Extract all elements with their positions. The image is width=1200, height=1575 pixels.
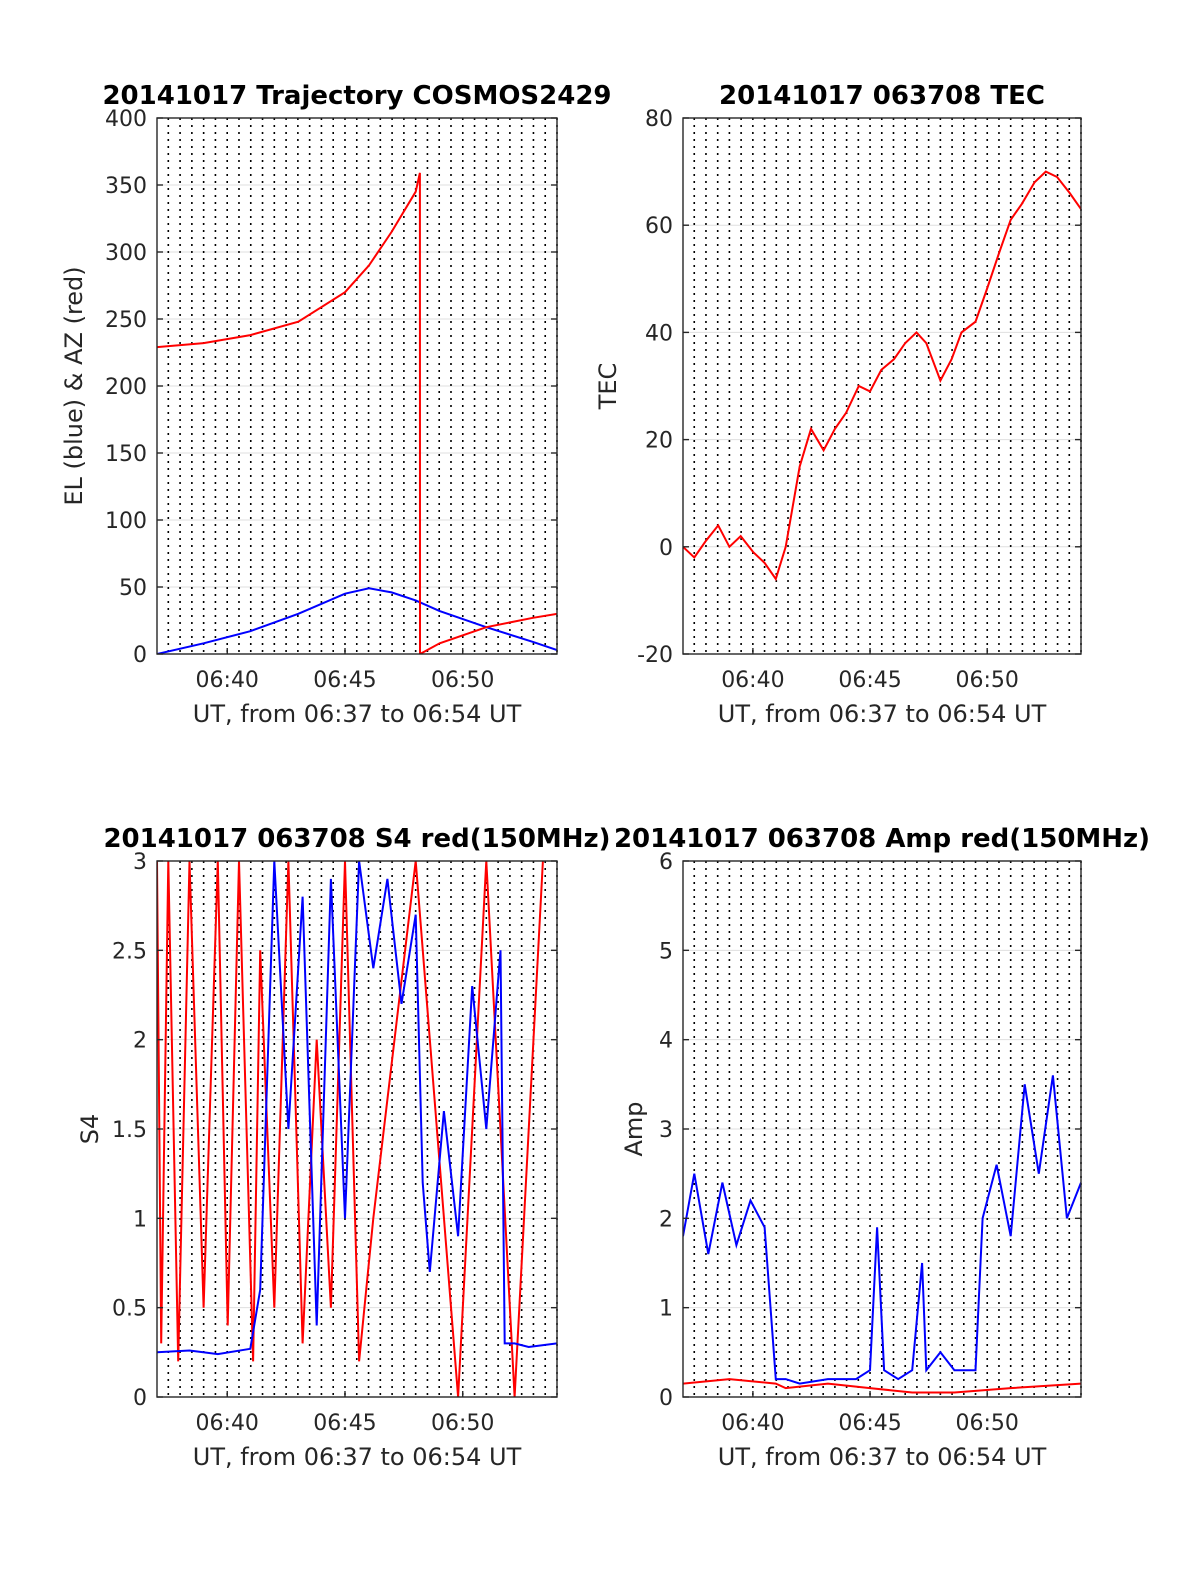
x-tick-label: 06:50: [431, 668, 494, 693]
x-tick-label: 06:50: [431, 1411, 494, 1436]
y-tick-label: 200: [105, 375, 147, 400]
y-tick-label: 0: [659, 536, 673, 561]
y-tick-label: 100: [105, 509, 147, 534]
y-tick-label: 0.5: [112, 1297, 147, 1322]
y-tick-label: 4: [659, 1029, 673, 1054]
x-tick-label: 06:40: [721, 1411, 784, 1436]
chart-title: 20141017 063708 TEC: [719, 81, 1045, 111]
y-tick-label: 80: [645, 107, 673, 132]
x-tick-label: 06:40: [196, 668, 259, 693]
y-tick-label: 250: [105, 308, 147, 333]
y-tick-label: 400: [105, 107, 147, 132]
x-axis-label: UT, from 06:37 to 06:54 UT: [193, 1443, 522, 1471]
x-tick-label: 06:40: [196, 1411, 259, 1436]
x-tick-label: 06:50: [955, 1411, 1018, 1436]
y-tick-label: 1.5: [112, 1118, 147, 1143]
x-tick-label: 06:45: [313, 668, 376, 693]
series-line-2: [683, 1075, 1081, 1385]
x-tick-label: 06:45: [313, 1411, 376, 1436]
x-tick-label: 06:45: [838, 1411, 901, 1436]
x-tick-label: 06:45: [838, 668, 901, 693]
y-tick-label: 2: [659, 1207, 673, 1232]
x-tick-label: 06:40: [721, 668, 784, 693]
y-tick-label: 350: [105, 174, 147, 199]
y-tick-label: 6: [659, 850, 673, 875]
y-tick-label: 0: [659, 1386, 673, 1411]
y-tick-label: 2.5: [112, 939, 147, 964]
y-tick-label: 3: [133, 850, 147, 875]
x-tick-label: 06:50: [955, 668, 1018, 693]
y-tick-label: 0: [133, 643, 147, 668]
y-tick-label: 5: [659, 939, 673, 964]
series-line-1: [683, 1378, 1081, 1394]
x-axis-label: UT, from 06:37 to 06:54 UT: [718, 1443, 1047, 1471]
y-tick-label: 150: [105, 442, 147, 467]
series-line-1: [157, 587, 557, 654]
series-line-1: [683, 170, 1081, 582]
y-tick-label: 3: [659, 1118, 673, 1143]
chart-panel-4: 0 1 2 3 4 5 6 06:40 06:45 06:50 20141017 063708 Am…: [614, 824, 1150, 1471]
series-line-1: [157, 861, 544, 1397]
chart-title: 20141017 063708 Amp red(150MHz): [614, 824, 1150, 854]
y-axis-label: EL (blue) & AZ (red): [60, 266, 88, 505]
chart-title: 20141017 063708 S4 red(150MHz): [103, 824, 610, 854]
y-tick-label: 0: [133, 1386, 147, 1411]
chart-panel-3: 0 0.5 1 1.5 2 2.5 3 06:40 06:45 06:50 20141017 063…: [76, 824, 611, 1471]
series-line-2: [157, 172, 557, 654]
y-tick-label: 60: [645, 214, 673, 239]
series-line-2: [157, 861, 557, 1356]
x-axis-label: UT, from 06:37 to 06:54 UT: [718, 700, 1047, 728]
chart-panel-1: 0 50 100 150 200 250 300 350 400 06:40 06:45 06:50 2…: [60, 81, 612, 728]
chart-title: 20141017 Trajectory COSMOS2429: [102, 81, 611, 111]
y-tick-label: 1: [659, 1297, 673, 1322]
y-tick-label: 1: [133, 1207, 147, 1232]
y-tick-label: 20: [645, 429, 673, 454]
y-axis-label: S4: [76, 1114, 104, 1145]
y-tick-label: 300: [105, 241, 147, 266]
axes-box: [682, 117, 1082, 655]
x-axis-label: UT, from 06:37 to 06:54 UT: [193, 700, 522, 728]
y-tick-label: 40: [645, 321, 673, 346]
chart-panel-2: -20 0 20 40 60 80 06:40 06:45 06:50 20141017 0637…: [594, 81, 1082, 728]
y-tick-label: 50: [119, 576, 147, 601]
y-axis-label: Amp: [620, 1101, 648, 1156]
y-tick-label: -20: [637, 643, 673, 668]
y-axis-label: TEC: [594, 363, 622, 411]
y-tick-label: 2: [133, 1029, 147, 1054]
